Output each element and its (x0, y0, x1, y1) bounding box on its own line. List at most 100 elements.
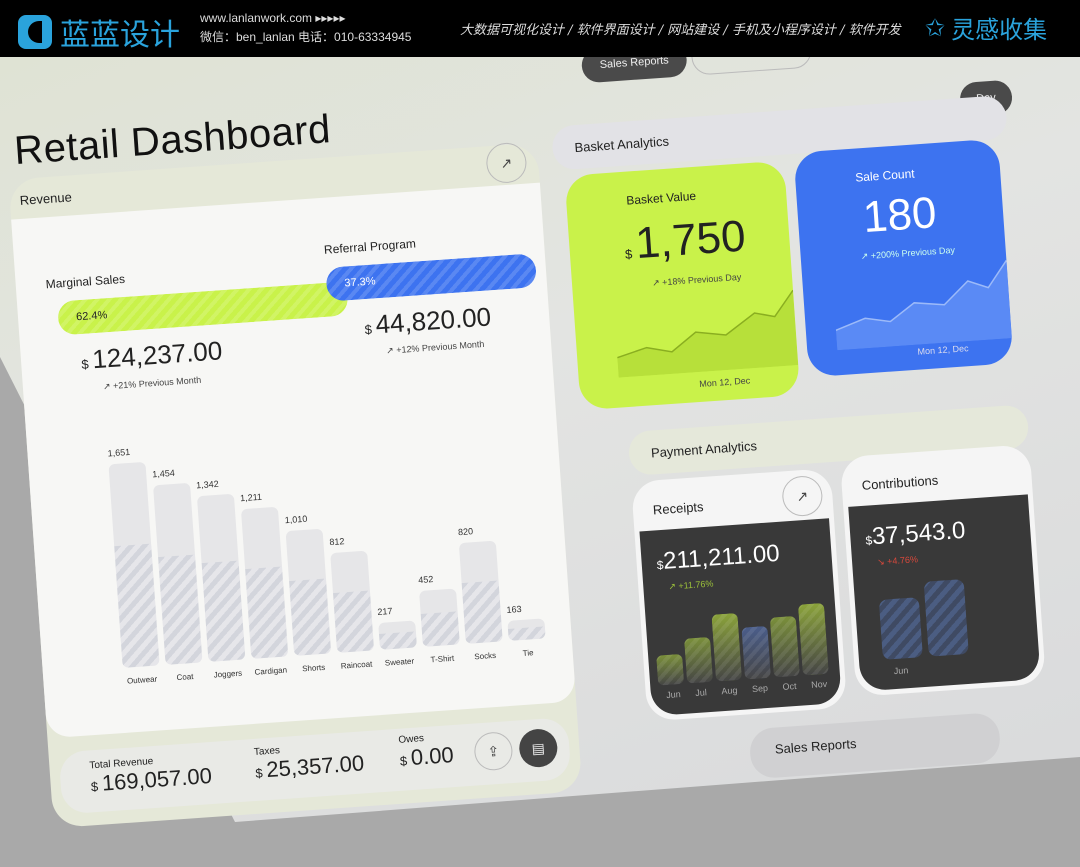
total-revenue: Total Revenue $169,057.00 (89, 752, 213, 797)
receipts-bar[interactable] (797, 602, 829, 676)
trend: ↗ +11.76% (668, 578, 714, 592)
bar-lower-segment (461, 580, 503, 644)
receipts-card: Receipts ↗ $211,211.00 ↗ +11.76% Jun Jul A… (630, 468, 848, 722)
receipt-icon: ▤ (531, 739, 546, 757)
month-label: Nov (810, 678, 828, 690)
bar-cardigan[interactable] (240, 507, 289, 659)
label: Contributions (861, 472, 939, 493)
referral-trend: ↗ +12% Previous Month (385, 338, 485, 356)
bar-lower-segment (378, 631, 417, 650)
referral-bar: 37.3% (325, 253, 538, 302)
bar-category-label: Raincoat (340, 659, 373, 671)
label: Sale Count (854, 166, 916, 185)
expand-button[interactable]: ↗ (485, 141, 528, 185)
referral-value: $44,820.00 (363, 301, 492, 341)
month-label: Jul (694, 687, 708, 699)
watermark-header: 蓝蓝设计 www.lanlanwork.com ▸▸▸▸▸ 微信：ben_lanl… (0, 0, 1080, 57)
dashboard: Sales Reports Day Retail Dashboard ↗ Rev… (8, 31, 1047, 829)
bar-joggers[interactable] (196, 493, 246, 662)
month-label: Sep (751, 682, 769, 695)
receipts-value: $211,211.00 (656, 540, 781, 577)
basket-value-card: Basket Value $1,750 ↗ +18% Previous Day … (564, 160, 801, 411)
trend: ↗ +200% Previous Day (860, 244, 956, 262)
bar-lower-segment (420, 610, 460, 647)
currency: $ (80, 356, 90, 373)
referral-label: Referral Program (323, 236, 417, 257)
bar-socks[interactable] (458, 540, 503, 644)
value: 25,357.00 (265, 750, 365, 783)
bar-raincoat[interactable] (330, 550, 375, 653)
bar-lower-segment (201, 560, 246, 662)
month-label: Oct (782, 680, 797, 692)
services: 大数据可视化设计 / 软件界面设计 / 网站建设 / 手机及小程序设计 / 软件… (460, 23, 901, 38)
logo: 蓝蓝设计 (18, 10, 180, 54)
payment-analytics-label: Payment Analytics (650, 438, 758, 461)
receipt-button[interactable]: ▤ (518, 727, 559, 769)
bar-lower-segment (332, 590, 375, 653)
month-label: Jun (893, 665, 909, 677)
value: 37,543.0 (871, 516, 967, 551)
share-button[interactable]: ⇪ (473, 730, 514, 772)
receipts-panel: $211,211.00 ↗ +11.76% Jun Jul Aug Sep Oct Nov (639, 518, 842, 717)
receipts-bar[interactable] (741, 625, 771, 680)
receipts-expand-button[interactable]: ↗ (781, 474, 824, 518)
taxes: Taxes $25,357.00 (254, 739, 365, 784)
bar-value-label: 1,454 (151, 468, 176, 480)
bar-lower-segment (245, 566, 289, 659)
month-label: Jun (665, 689, 682, 701)
bar-category-label: Joggers (213, 668, 243, 680)
logo-icon (18, 15, 52, 49)
receipts-bar[interactable] (656, 653, 685, 686)
trend-text: +12% Previous Month (395, 338, 485, 356)
bar-lower-segment (289, 578, 332, 656)
sales-reports-label: Sales Reports (774, 735, 857, 757)
bar-sweater[interactable] (378, 620, 417, 650)
bar-category-label: Sweater (384, 656, 415, 668)
basket-value: $1,750 (623, 211, 748, 269)
contributions-value: $37,543.0 (864, 517, 966, 552)
receipts-bar[interactable] (769, 615, 800, 678)
bar-coat[interactable] (153, 483, 203, 665)
trend-text: +21% Previous Month (112, 374, 202, 391)
bar-value-label: 1,651 (107, 446, 131, 459)
currency: $ (90, 778, 99, 795)
receipts-bar[interactable] (711, 612, 743, 682)
sales-reports-section: Sales Reports (748, 711, 1002, 780)
bar-value-label: 163 (506, 603, 522, 615)
label: Basket Value (625, 188, 697, 208)
currency: $ (254, 765, 264, 781)
bar-tie[interactable] (507, 618, 546, 641)
trend-down: ↘ +4.76% (876, 554, 919, 568)
date: Mon 12, Dec (917, 343, 969, 357)
bar-category-label: Socks (474, 650, 497, 662)
value: 211,211.00 (662, 539, 781, 575)
bar-shorts[interactable] (285, 528, 332, 656)
value: 0.00 (410, 742, 455, 771)
value: 124,237.00 (91, 335, 224, 375)
revenue-panel: Marginal Sales Referral Program 62.4% 37… (11, 182, 577, 739)
bar-value-label: 1,342 (195, 479, 219, 491)
bar-outwear[interactable] (108, 461, 160, 668)
marginal-sales-bar: 62.4% (56, 281, 349, 336)
arrow-up-right-icon: ↗ (795, 487, 809, 504)
basket-area-chart (617, 289, 799, 378)
brand: ✩ 灵感收集 (925, 10, 1047, 45)
share-icon: ⇪ (486, 742, 500, 760)
sale-count-card: Sale Count 180 ↗ +200% Previous Day Mon … (793, 138, 1014, 378)
bar-lower-segment (507, 626, 546, 641)
currency: $ (399, 753, 408, 769)
website: www.lanlanwork.com ▸▸▸▸▸ (200, 11, 346, 25)
trend-text: +18% Previous Day (661, 271, 742, 288)
date: Mon 12, Dec (698, 375, 751, 389)
bar-category-label: Coat (176, 672, 194, 683)
basket-analytics-label: Basket Analytics (573, 133, 670, 156)
owes: Owes $0.00 (398, 731, 455, 772)
revenue-label: Revenue (19, 189, 73, 208)
star-icon: ✩ (925, 13, 946, 42)
trend-text: +11.76% (678, 578, 714, 591)
contributions-panel: $37,543.0 ↘ +4.76% Jun (848, 494, 1041, 692)
bar-t-shirt[interactable] (419, 588, 460, 647)
bar-category-label: Shorts (301, 662, 326, 674)
receipts-bar[interactable] (684, 636, 714, 684)
sale-count-value: 180 (861, 188, 939, 243)
